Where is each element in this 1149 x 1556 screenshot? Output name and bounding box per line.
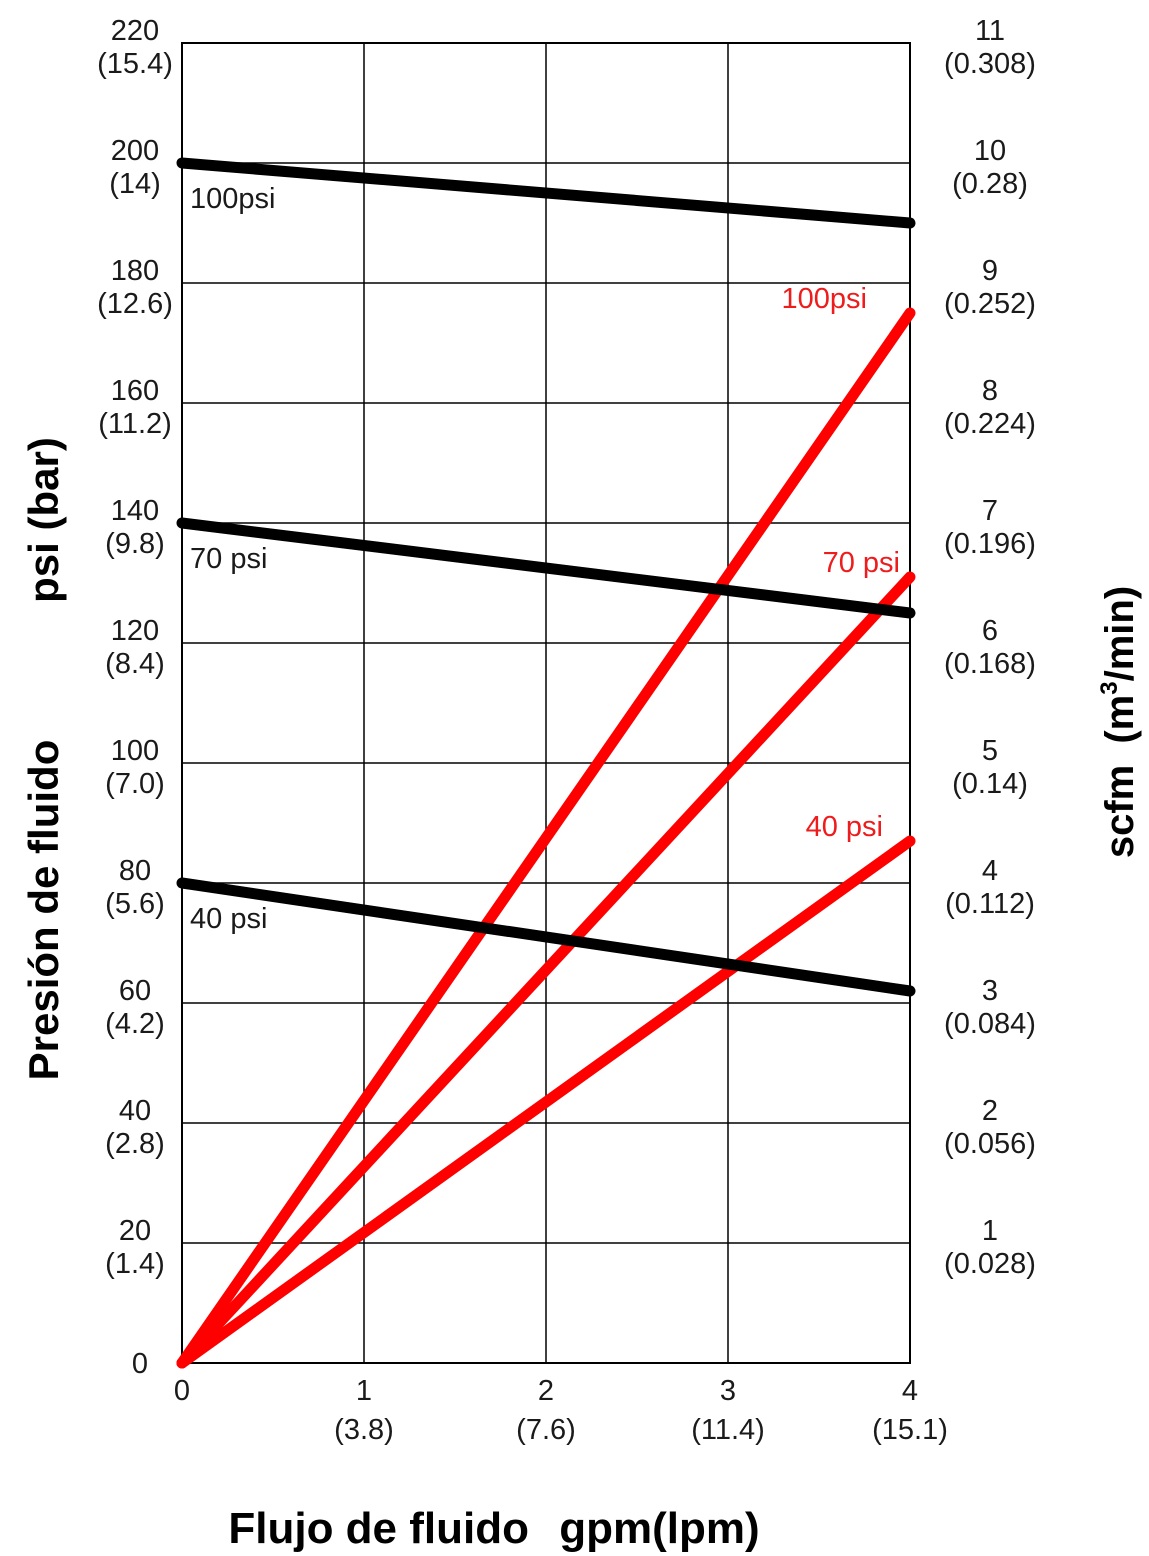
x-axis-title: Flujo de fluido gpm(lpm) <box>228 1504 759 1553</box>
right-tick-label: 9 <box>982 255 998 287</box>
left-tick-sublabel: (2.8) <box>105 1128 165 1160</box>
x-axis-title-unit: gpm(lpm) <box>559 1504 759 1553</box>
series-line-red-70psi <box>176 571 916 1369</box>
right-tick-sublabel: (0.14) <box>952 768 1028 800</box>
right-axis-title-main: scfm <box>1098 765 1142 858</box>
series-line-black-100psi <box>176 157 916 229</box>
x-tick-label: 2 <box>538 1375 554 1407</box>
plot-frame <box>181 42 911 1364</box>
left-tick-label: 40 <box>119 1095 151 1127</box>
left-axis-ticks: 0 20(1.4) 40(2.8) 60(4.2) 80(5.6) 100(7.0) 120… <box>97 15 173 1380</box>
right-tick-sublabel: (0.28) <box>952 168 1028 200</box>
series-label-red-70psi: 70 psi <box>823 547 900 579</box>
right-tick-sublabel: (0.224) <box>944 408 1036 440</box>
left-tick-label: 140 <box>111 495 159 527</box>
right-tick-label: 6 <box>982 615 998 647</box>
left-tick-sublabel: (4.2) <box>105 1008 165 1040</box>
right-tick-sublabel: (0.308) <box>944 48 1036 80</box>
series-line-red-40psi <box>176 835 916 1369</box>
right-axis-title-sup: 3 <box>1096 681 1123 694</box>
left-tick-label: 220 <box>111 15 159 47</box>
right-tick-sublabel: (0.252) <box>944 288 1036 320</box>
x-tick-sublabel: (11.4) <box>691 1414 765 1446</box>
x-tick-label: 0 <box>174 1375 190 1407</box>
x-tick-sublabel: (3.8) <box>334 1414 394 1446</box>
right-tick-label: 5 <box>982 735 998 767</box>
right-tick-label: 3 <box>982 975 998 1007</box>
left-tick-label: 180 <box>111 255 159 287</box>
series-label-black-40psi: 40 psi <box>190 903 267 935</box>
left-tick-sublabel: (7.0) <box>105 768 165 800</box>
left-tick-sublabel: (11.2) <box>98 408 172 440</box>
left-tick-label: 160 <box>111 375 159 407</box>
right-tick-label: 2 <box>982 1095 998 1127</box>
right-tick-sublabel: (0.028) <box>944 1248 1036 1280</box>
x-axis-title-main: Flujo de fluido <box>228 1504 529 1553</box>
right-tick-sublabel: (0.112) <box>945 888 1035 920</box>
right-tick-label: 11 <box>975 15 1005 47</box>
series-label-black-70psi: 70 psi <box>190 543 267 575</box>
series-line-black-70psi <box>176 517 916 619</box>
right-tick-label: 8 <box>982 375 998 407</box>
right-tick-label: 10 <box>974 135 1006 167</box>
x-tick-sublabel: (15.1) <box>872 1414 948 1446</box>
right-tick-sublabel: (0.168) <box>944 648 1036 680</box>
x-axis-ticks: 0 1 (3.8) 2 (7.6) 3 (11.4) 4 (15.1) <box>174 1375 948 1446</box>
left-tick-label: 100 <box>111 735 159 767</box>
right-tick-label: 1 <box>982 1215 998 1247</box>
series-lines <box>176 157 916 1369</box>
left-tick-sublabel: (14) <box>109 168 161 200</box>
left-tick-label: 200 <box>111 135 159 167</box>
x-tick-label: 4 <box>902 1375 918 1407</box>
series-line-red-100psi <box>176 307 916 1369</box>
left-tick-sublabel: (1.4) <box>105 1248 165 1280</box>
x-tick-sublabel: (7.6) <box>516 1414 576 1446</box>
series-label-red-40psi: 40 psi <box>806 811 883 843</box>
left-tick-label: 0 <box>132 1348 148 1380</box>
series-label-red-100psi: 100psi <box>782 283 867 315</box>
right-axis-title-unit: (m <box>1098 695 1142 744</box>
x-tick-label: 1 <box>356 1375 372 1407</box>
series-label-black-100psi: 100psi <box>190 183 275 215</box>
series-labels: 100psi 70 psi 40 psi 100psi 70 psi 40 psi <box>190 183 900 935</box>
left-tick-sublabel: (12.6) <box>97 288 173 320</box>
right-tick-sublabel: (0.056) <box>944 1128 1036 1160</box>
right-tick-sublabel: (0.084) <box>944 1008 1036 1040</box>
right-tick-label: 7 <box>982 495 998 527</box>
left-tick-label: 60 <box>119 975 151 1007</box>
left-tick-label: 80 <box>119 855 151 887</box>
left-tick-label: 20 <box>119 1215 151 1247</box>
x-tick-label: 3 <box>720 1375 736 1407</box>
left-axis-title-unit: psi (bar) <box>20 437 67 603</box>
left-tick-label: 120 <box>111 615 159 647</box>
right-axis-title-tail: /min) <box>1098 586 1142 682</box>
right-axis-title: scfm (m3/min) <box>1096 586 1142 858</box>
right-tick-sublabel: (0.196) <box>944 528 1036 560</box>
left-tick-sublabel: (8.4) <box>105 648 165 680</box>
series-line-black-40psi <box>176 877 916 997</box>
left-tick-sublabel: (9.8) <box>105 528 165 560</box>
left-tick-sublabel: (15.4) <box>97 48 173 80</box>
left-tick-sublabel: (5.6) <box>105 888 165 920</box>
grid <box>181 42 911 1364</box>
left-axis-title-main: Presión de fluido <box>20 740 67 1081</box>
right-tick-label: 4 <box>982 855 998 887</box>
right-axis-ticks: 1(0.028) 2(0.056) 3(0.084) 4(0.112) 5(0.14) 6… <box>944 15 1036 1280</box>
